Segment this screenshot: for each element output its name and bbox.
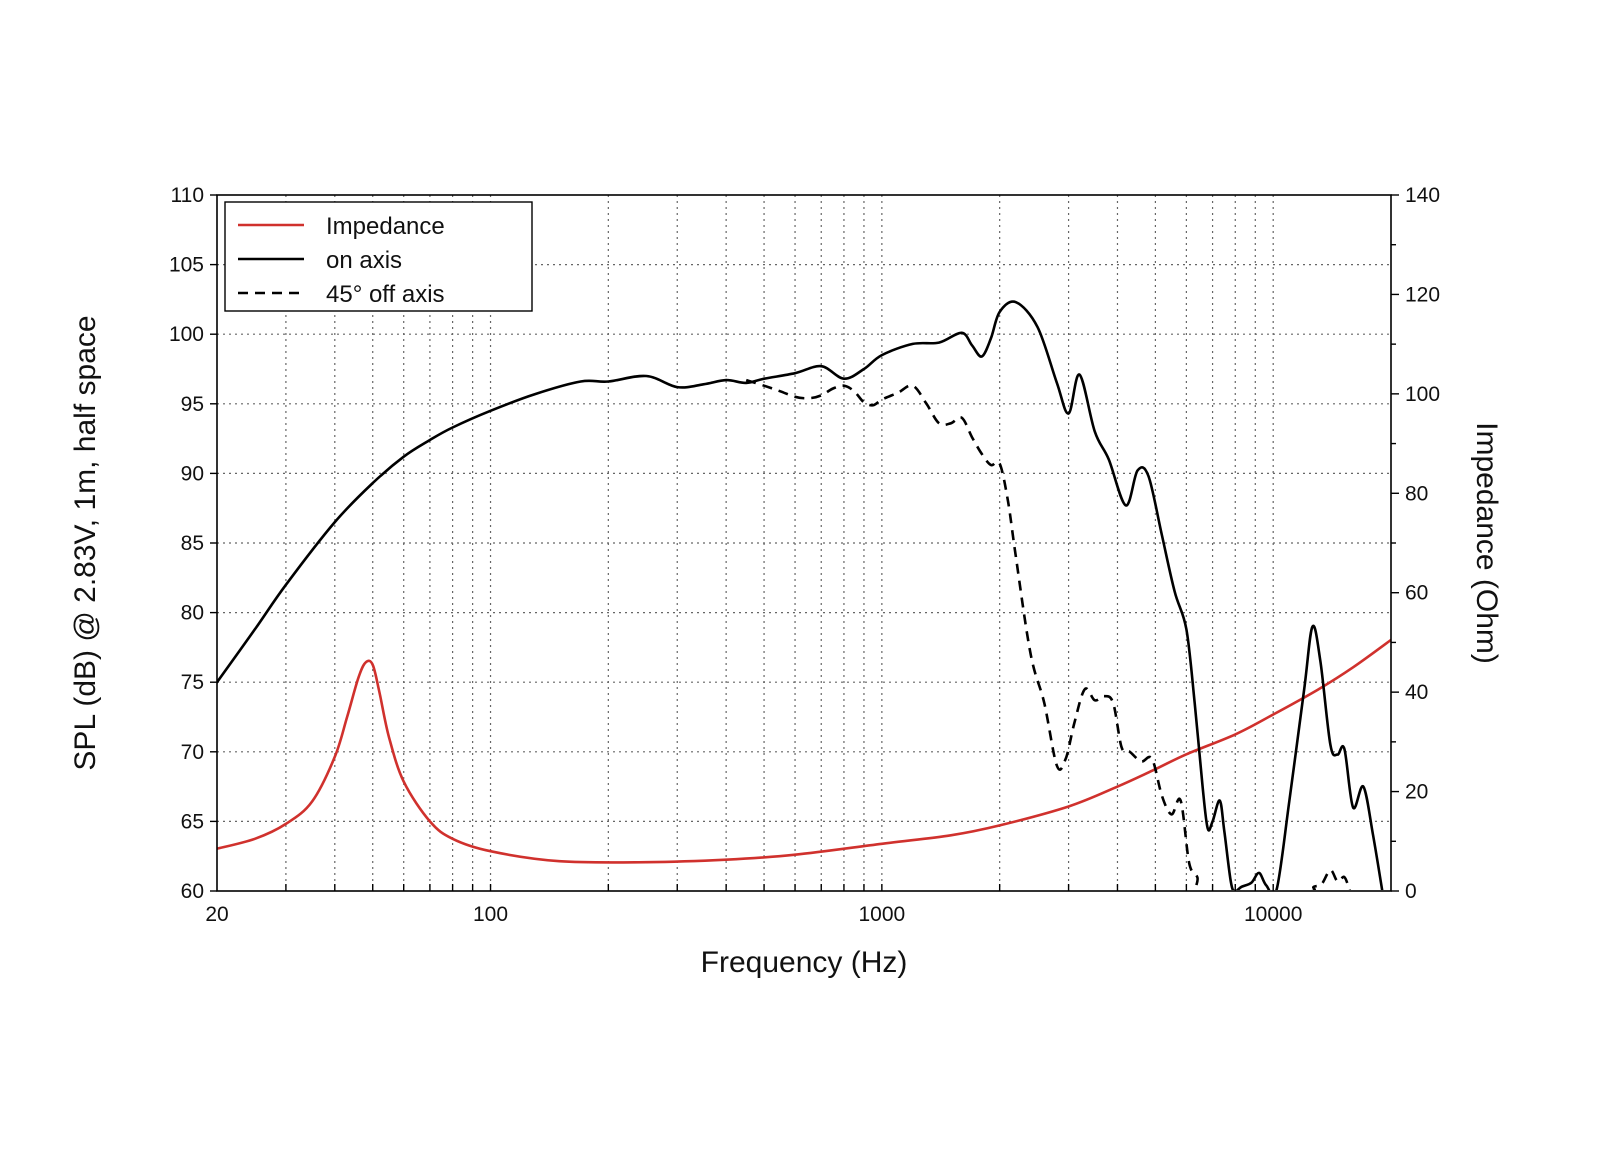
y-tick-label: 110 bbox=[171, 184, 204, 207]
y-tick-label: 95 bbox=[181, 393, 204, 416]
x-tick-label: 1000 bbox=[859, 903, 906, 926]
y2-tick-label: 80 bbox=[1405, 482, 1428, 505]
x-tick-label: 100 bbox=[473, 903, 508, 926]
y2-tick-label: 60 bbox=[1405, 582, 1428, 605]
tick-labels: 60 65 70 75 80 85 90 95 100 105 110 0 20 40 60 80 100 120… bbox=[169, 184, 1440, 926]
y2-tick-label: 0 bbox=[1405, 880, 1417, 903]
legend-label-off-axis: 45° off axis bbox=[326, 281, 445, 308]
series-line-on-axis bbox=[217, 300, 1384, 890]
y-tick-label: 100 bbox=[169, 323, 204, 346]
y-axis-title: SPL (dB) @ 2.83V, 1m, half space bbox=[69, 315, 102, 770]
axis-ticks bbox=[210, 194, 1399, 892]
x-tick-label: 20 bbox=[205, 903, 228, 926]
legend-label-on-axis: on axis bbox=[326, 247, 402, 274]
y2-tick-label: 20 bbox=[1405, 781, 1428, 804]
y-tick-label: 60 bbox=[181, 880, 204, 903]
series-layer bbox=[217, 300, 1391, 890]
y-tick-label: 105 bbox=[169, 254, 204, 277]
y2-axis-title: Impedance (Ohm) bbox=[1470, 422, 1503, 664]
series-line-impedance bbox=[217, 638, 1391, 864]
y-tick-label: 90 bbox=[181, 462, 204, 485]
y2-tick-label: 120 bbox=[1405, 283, 1440, 306]
y-tick-label: 70 bbox=[181, 741, 204, 764]
y2-tick-label: 100 bbox=[1405, 383, 1440, 406]
legend: Impedance on axis 45° off axis bbox=[224, 201, 533, 312]
y-tick-label: 75 bbox=[181, 671, 204, 694]
y2-tick-label: 40 bbox=[1405, 681, 1428, 704]
y2-tick-label: 140 bbox=[1405, 184, 1440, 207]
y-tick-label: 80 bbox=[181, 602, 204, 625]
grid bbox=[217, 195, 1391, 891]
legend-label-impedance: Impedance bbox=[326, 213, 445, 240]
y-tick-label: 85 bbox=[181, 532, 204, 555]
y-tick-label: 65 bbox=[181, 810, 204, 833]
x-tick-label: 10000 bbox=[1244, 903, 1302, 926]
x-axis-title: Frequency (Hz) bbox=[701, 946, 908, 979]
series-line-off-axis-45 bbox=[745, 378, 1351, 890]
